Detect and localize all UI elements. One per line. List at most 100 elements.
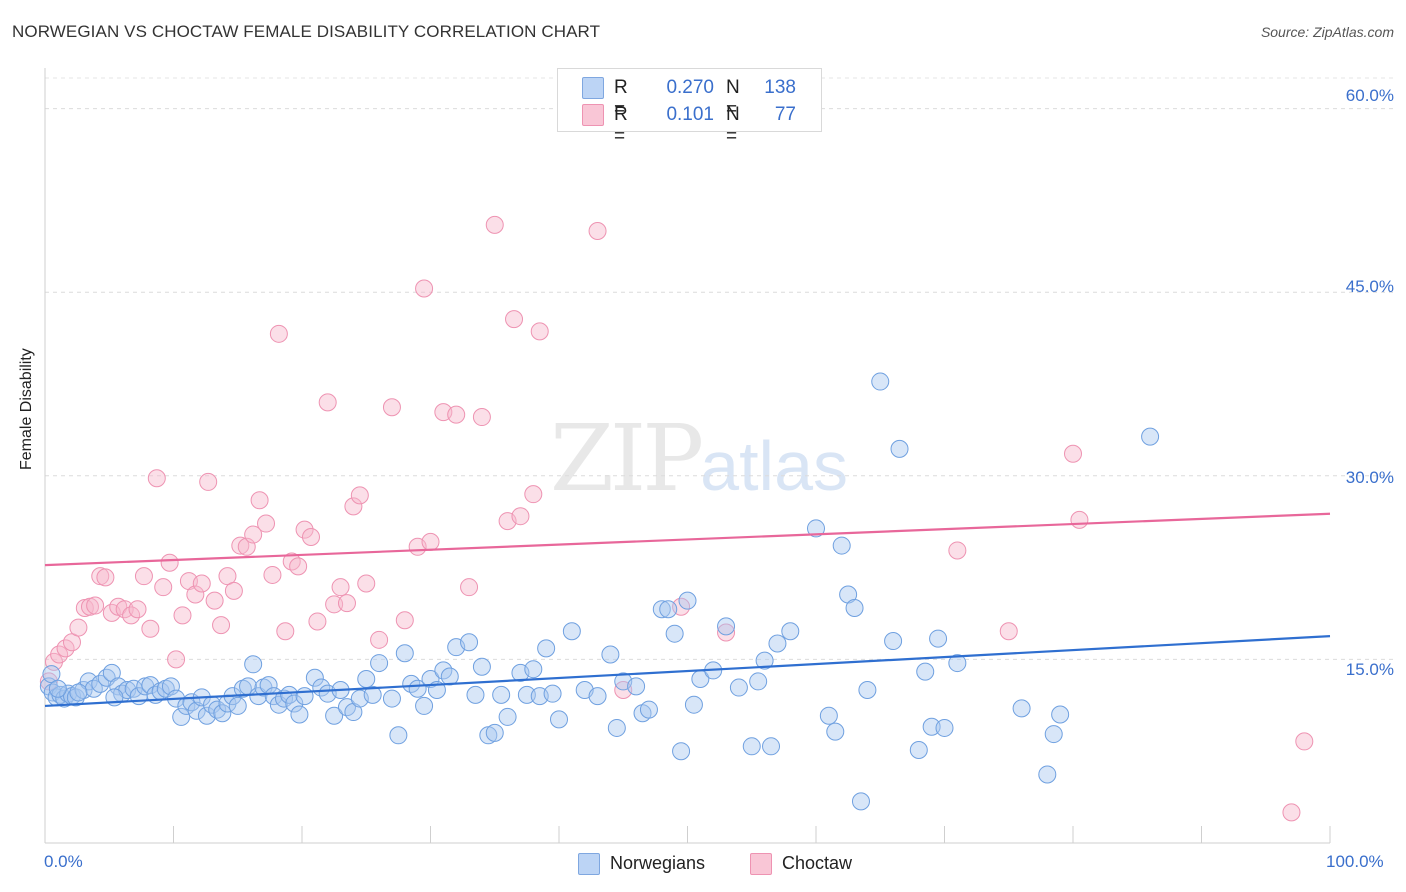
choctaw-point <box>344 497 363 516</box>
choctaw-point <box>588 222 607 240</box>
norwegian-point <box>639 700 658 719</box>
norwegian-point <box>440 667 459 686</box>
norwegian-point <box>290 705 309 724</box>
choctaw-point <box>948 541 967 560</box>
norwegian-point <box>935 718 954 737</box>
legend-r-label: R = <box>614 77 628 120</box>
norwegian-point <box>233 679 252 698</box>
choctaw-point <box>192 574 211 593</box>
legend-swatch-norwegians <box>582 77 604 99</box>
norwegian-point <box>627 677 646 696</box>
choctaw-point <box>269 324 288 343</box>
choctaw-point <box>524 485 543 504</box>
gridlines <box>45 77 1395 660</box>
norwegian-point <box>249 687 268 706</box>
norwegian-point <box>543 684 562 703</box>
choctaw-point <box>96 568 115 587</box>
norwegian-point <box>228 696 247 715</box>
choctaw-point <box>472 408 491 427</box>
choctaw-point <box>325 595 344 614</box>
choctaw-point <box>160 553 179 572</box>
norwegian-point <box>208 700 227 719</box>
choctaw-point <box>289 557 308 576</box>
norwegian-point <box>550 710 568 729</box>
legend-n-value: 138 <box>764 77 796 98</box>
choctaw-point <box>1064 444 1082 463</box>
choctaw-point <box>244 525 263 544</box>
choctaw-point <box>224 581 243 600</box>
norwegian-point <box>187 701 206 720</box>
x-tick-label-min: 0.0% <box>44 852 83 871</box>
norwegian-point <box>492 685 511 704</box>
norwegian-point <box>1012 699 1031 718</box>
norwegian-point <box>48 679 67 698</box>
norwegian-point <box>922 717 941 736</box>
norwegian-point <box>601 645 620 664</box>
norwegian-point <box>884 632 903 651</box>
choctaw-point <box>199 472 218 491</box>
norwegian-point <box>807 519 825 538</box>
norwegian-point <box>460 633 479 652</box>
choctaw-point <box>69 618 88 637</box>
norwegian-point <box>768 634 787 653</box>
watermark-zip: ZIP <box>550 405 704 512</box>
norwegian-point <box>421 669 440 688</box>
norwegian-point <box>517 685 536 704</box>
choctaw-point <box>331 578 350 597</box>
choctaw-point <box>134 567 153 586</box>
choctaw-point <box>128 600 147 619</box>
choctaw-point <box>276 622 295 641</box>
choctaw-point <box>370 630 389 649</box>
norwegian-point <box>172 707 191 726</box>
choctaw-point <box>1295 732 1314 751</box>
choctaw-point <box>141 619 160 638</box>
norwegian-point <box>357 669 376 688</box>
legend-r-value: 0.270 <box>666 77 714 98</box>
series-label-choctaw: Choctaw <box>782 853 853 873</box>
norwegian-point <box>819 706 838 725</box>
norwegian-point <box>1051 705 1070 724</box>
norwegian-point <box>285 694 304 713</box>
norwegian-point <box>280 685 299 704</box>
norwegian-point <box>762 737 781 756</box>
choctaw-point <box>485 215 504 234</box>
choctaw-point <box>318 393 337 412</box>
choctaw-point <box>382 398 401 417</box>
series-swatch-norwegians <box>578 853 600 875</box>
norwegian-point <box>929 629 948 648</box>
norwegian-point <box>1141 427 1160 446</box>
norwegian-point <box>749 672 768 691</box>
choctaw-trend-line <box>44 512 1331 567</box>
norwegian-point <box>141 676 160 695</box>
y-tick-label-45: 45.0% <box>1345 277 1394 296</box>
norwegian-point <box>295 687 314 706</box>
norwegian-point <box>826 722 845 741</box>
norwegian-point <box>524 660 543 679</box>
norwegian-point <box>909 740 928 759</box>
choctaw-point <box>357 574 376 593</box>
choctaw-point <box>1070 510 1089 529</box>
choctaw-point <box>505 310 524 329</box>
choctaw-point <box>530 322 549 341</box>
norwegian-point <box>363 685 382 704</box>
norwegian-point <box>717 617 736 636</box>
norwegian-point <box>851 792 870 811</box>
legend-swatch-choctaw <box>582 104 604 126</box>
choctaw-point <box>39 672 58 691</box>
norwegian-point <box>729 678 748 697</box>
norwegian-point <box>325 706 344 725</box>
norwegian-point <box>607 718 626 737</box>
norwegian-point <box>781 622 800 641</box>
norwegian-point <box>871 372 890 391</box>
trend-lines <box>44 512 1331 708</box>
norwegian-point <box>244 655 263 674</box>
y-tick-label-60: 60.0% <box>1345 86 1394 105</box>
x-tick-label-max: 100.0% <box>1326 852 1384 871</box>
choctaw-point <box>212 616 231 635</box>
legend-n-label: N = <box>726 104 740 147</box>
y-axis-label: Female Disability <box>18 348 35 470</box>
choctaw-point <box>999 622 1018 641</box>
choctaw-point <box>263 565 282 584</box>
choctaw-point <box>205 591 224 610</box>
norwegian-point <box>562 622 581 641</box>
